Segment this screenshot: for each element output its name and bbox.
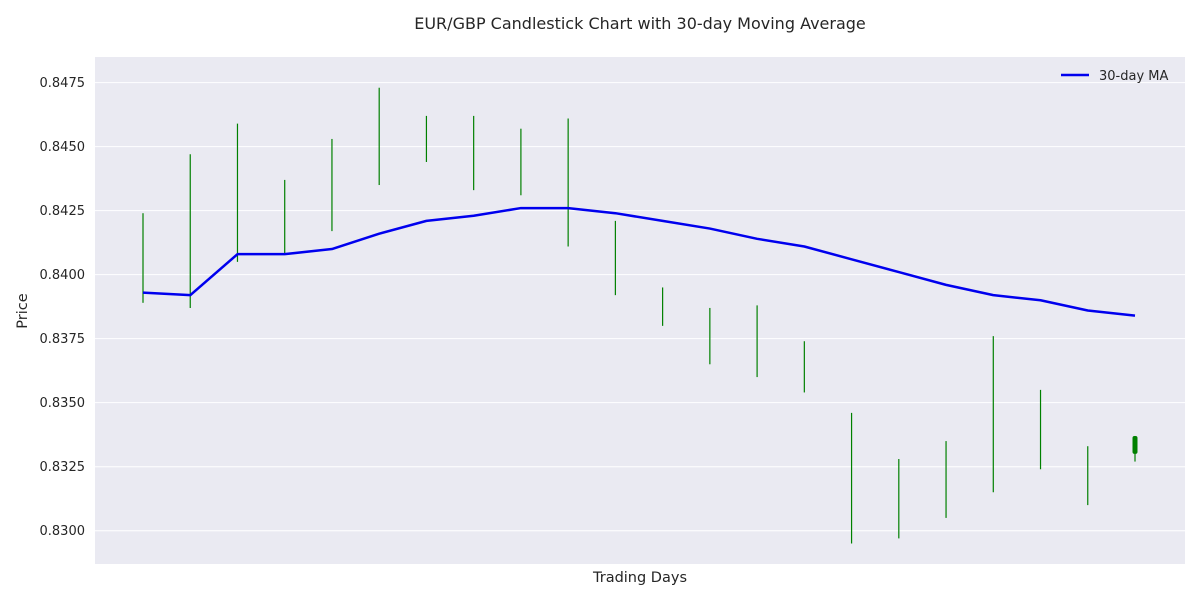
chart-title: EUR/GBP Candlestick Chart with 30-day Mo…: [414, 14, 866, 33]
gridlines: [95, 82, 1185, 532]
candle-body: [1132, 435, 1138, 454]
y-tick-label: 0.8475: [40, 76, 86, 91]
legend: 30-day MA: [1061, 69, 1168, 84]
y-tick-label: 0.8300: [40, 524, 86, 539]
y-axis-label: Price: [15, 293, 31, 328]
x-axis-label: Trading Days: [592, 570, 687, 586]
y-tick-label: 0.8425: [40, 204, 86, 219]
legend-label-ma: 30-day MA: [1099, 69, 1168, 84]
y-tick-label: 0.8350: [40, 396, 86, 411]
y-tick-label: 0.8375: [40, 332, 86, 347]
y-tick-label: 0.8450: [40, 140, 86, 155]
series-line-ma: [142, 206, 1136, 317]
y-tick-labels: 0.8300 0.8325 0.8350 0.8375 0.8400 0.8425 0.84…: [40, 76, 86, 539]
y-tick-label: 0.8325: [40, 460, 86, 475]
y-tick-label: 0.8400: [40, 268, 86, 283]
plot-area: [95, 57, 1185, 564]
candles-group: [142, 87, 1138, 544]
